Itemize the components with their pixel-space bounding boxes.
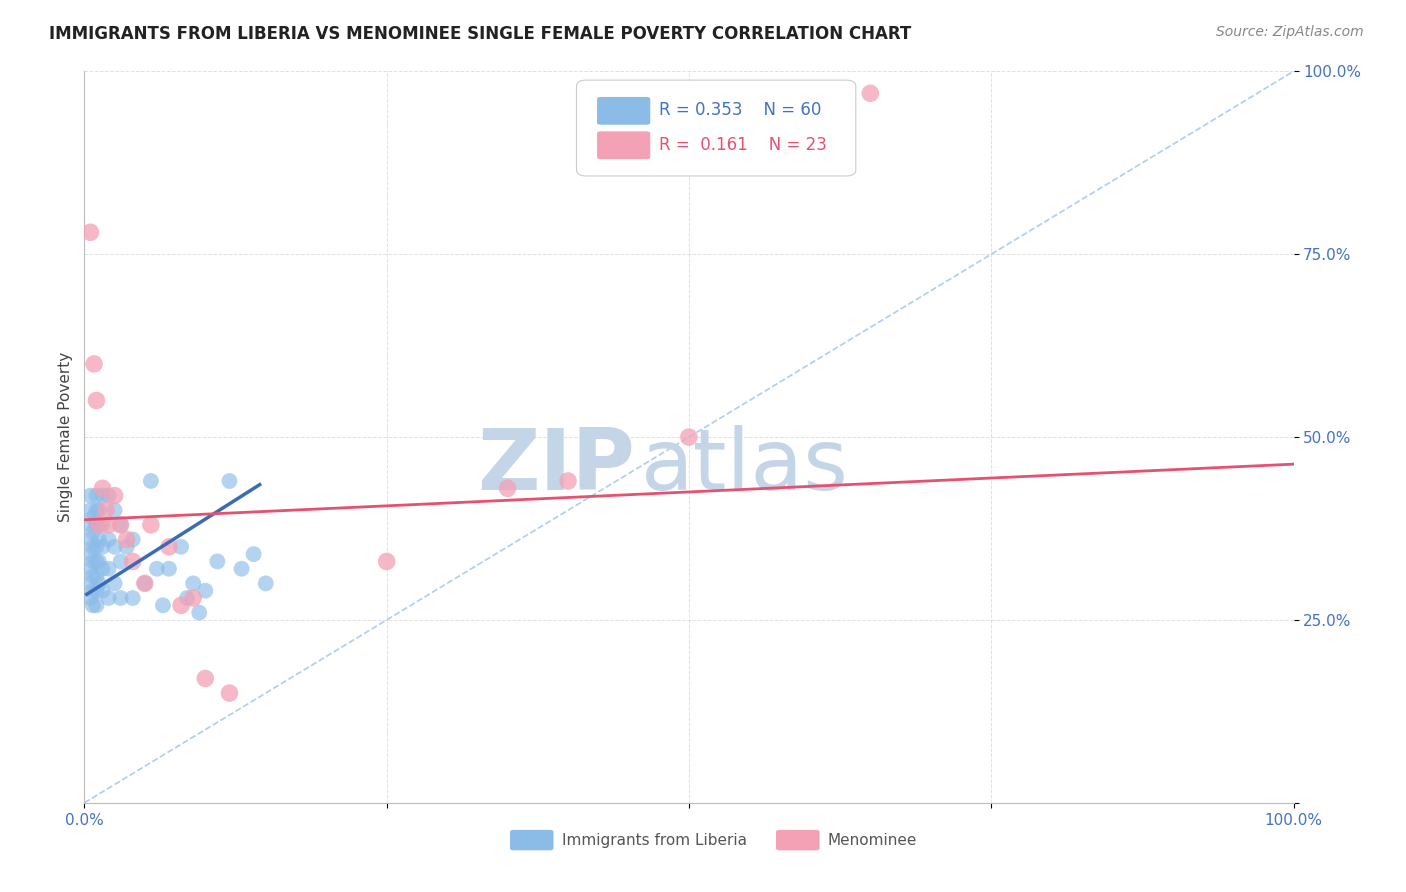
- Point: [110, 554, 132, 568]
- Text: ZIP: ZIP: [477, 425, 634, 508]
- Point: [86, 599, 108, 613]
- Point: [242, 547, 264, 561]
- Point: [94, 503, 117, 517]
- Point: [218, 686, 240, 700]
- FancyBboxPatch shape: [576, 80, 856, 176]
- Point: [176, 591, 198, 605]
- Point: [110, 591, 132, 605]
- Point: [79, 489, 101, 503]
- Point: [97, 517, 120, 532]
- Point: [859, 87, 882, 101]
- Point: [139, 517, 162, 532]
- Point: [496, 481, 519, 495]
- Point: [87, 554, 110, 568]
- Point: [188, 606, 211, 620]
- Point: [134, 576, 156, 591]
- Point: [87, 533, 110, 547]
- Point: [79, 533, 101, 547]
- Point: [110, 517, 132, 532]
- Point: [79, 591, 101, 605]
- Point: [79, 562, 101, 576]
- Point: [254, 576, 277, 591]
- FancyBboxPatch shape: [598, 131, 650, 159]
- FancyBboxPatch shape: [510, 830, 554, 850]
- Point: [170, 599, 193, 613]
- Point: [87, 576, 110, 591]
- Point: [181, 591, 204, 605]
- Point: [170, 540, 193, 554]
- Y-axis label: Single Female Poverty: Single Female Poverty: [58, 352, 73, 522]
- Point: [83, 357, 105, 371]
- Point: [79, 517, 101, 532]
- Point: [82, 510, 104, 524]
- Text: IMMIGRANTS FROM LIBERIA VS MENOMINEE SINGLE FEMALE POVERTY CORRELATION CHART: IMMIGRANTS FROM LIBERIA VS MENOMINEE SIN…: [49, 25, 911, 43]
- Point: [121, 591, 143, 605]
- Point: [139, 474, 162, 488]
- Point: [91, 583, 114, 598]
- Point: [181, 576, 204, 591]
- Point: [97, 562, 120, 576]
- Point: [97, 533, 120, 547]
- FancyBboxPatch shape: [776, 830, 820, 850]
- FancyBboxPatch shape: [598, 97, 650, 125]
- Point: [91, 562, 114, 576]
- Point: [79, 503, 101, 517]
- Point: [121, 533, 143, 547]
- Point: [79, 225, 101, 239]
- Point: [91, 540, 114, 554]
- Point: [86, 554, 108, 568]
- Point: [134, 576, 156, 591]
- Point: [79, 547, 101, 561]
- Point: [207, 554, 229, 568]
- Point: [82, 583, 104, 598]
- Text: Menominee: Menominee: [828, 832, 917, 847]
- Point: [82, 599, 104, 613]
- Point: [87, 517, 110, 532]
- Text: R =  0.161    N = 23: R = 0.161 N = 23: [659, 136, 827, 154]
- Text: Immigrants from Liberia: Immigrants from Liberia: [562, 832, 747, 847]
- Point: [152, 599, 174, 613]
- Point: [91, 489, 114, 503]
- Point: [678, 430, 700, 444]
- Point: [82, 569, 104, 583]
- Point: [91, 481, 114, 495]
- Point: [86, 393, 108, 408]
- Point: [79, 576, 101, 591]
- Point: [375, 554, 398, 568]
- Point: [86, 489, 108, 503]
- Point: [146, 562, 169, 576]
- Text: R = 0.353    N = 60: R = 0.353 N = 60: [659, 101, 821, 120]
- Point: [557, 474, 579, 488]
- Point: [82, 540, 104, 554]
- Point: [86, 503, 108, 517]
- Point: [231, 562, 253, 576]
- Text: atlas: atlas: [641, 425, 849, 508]
- Point: [97, 591, 120, 605]
- Point: [115, 533, 138, 547]
- Text: Source: ZipAtlas.com: Source: ZipAtlas.com: [1216, 25, 1364, 39]
- Point: [104, 489, 127, 503]
- Point: [218, 474, 240, 488]
- Point: [104, 503, 127, 517]
- Point: [86, 517, 108, 532]
- Point: [194, 672, 217, 686]
- Point: [82, 525, 104, 540]
- Point: [121, 554, 143, 568]
- Point: [115, 540, 138, 554]
- Point: [194, 583, 217, 598]
- Point: [157, 562, 180, 576]
- Point: [86, 540, 108, 554]
- Point: [87, 503, 110, 517]
- Point: [86, 583, 108, 598]
- Point: [97, 489, 120, 503]
- Point: [82, 554, 104, 568]
- Point: [104, 540, 127, 554]
- Point: [110, 517, 132, 532]
- Point: [157, 540, 180, 554]
- Point: [86, 569, 108, 583]
- Point: [104, 576, 127, 591]
- Point: [91, 517, 114, 532]
